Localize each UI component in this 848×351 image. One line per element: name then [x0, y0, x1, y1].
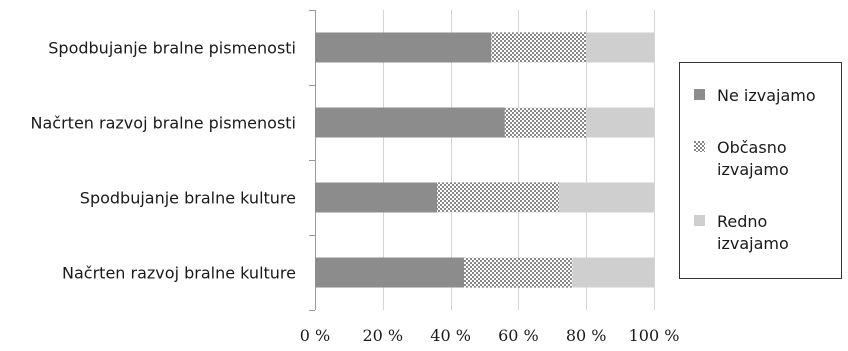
category-label: Spodbujanje bralne kulture — [80, 189, 296, 208]
legend-label: Redno izvajamo — [717, 212, 789, 253]
legend-item-obcasno-izvajamo: Občasno izvajamo — [694, 137, 827, 181]
legend-item-ne-izvajamo: Ne izvajamo — [694, 85, 827, 107]
bar-segment — [586, 107, 654, 138]
bar-segment — [437, 182, 560, 213]
bar-segment — [572, 257, 654, 288]
bar-segment — [559, 182, 654, 213]
legend-label: Občasno izvajamo — [717, 138, 789, 179]
bar-segment — [504, 107, 587, 138]
legend-swatch-obcasno-izvajamo — [694, 141, 705, 152]
legend-swatch-ne-izvajamo — [694, 89, 705, 100]
bar-segment — [315, 107, 505, 138]
category-labels: Spodbujanje bralne pismenosti Načrten raz… — [31, 39, 296, 283]
bar-segment — [315, 32, 492, 63]
bar-segment — [315, 182, 438, 213]
legend-label: Ne izvajamo — [717, 86, 816, 105]
bars — [315, 32, 654, 288]
x-tick-label: 0 % — [300, 326, 330, 345]
bar-segment — [586, 32, 654, 63]
bar-segment — [464, 257, 573, 288]
category-label: Načrten razvoj bralne kulture — [62, 264, 296, 283]
legend-swatch-redno-izvajamo — [694, 215, 705, 226]
x-tick-label: 80 % — [566, 326, 607, 345]
x-tick-label: 60 % — [498, 326, 539, 345]
x-tick-label: 100 % — [629, 326, 680, 345]
category-label: Spodbujanje bralne pismenosti — [48, 39, 296, 58]
x-tick-label: 40 % — [430, 326, 471, 345]
legend-item-redno-izvajamo: Redno izvajamo — [694, 211, 827, 255]
bar-segment — [315, 257, 465, 288]
x-tick-labels: 0 % 20 % 40 % 60 % 80 % 100 % — [300, 326, 680, 345]
bar-segment — [491, 32, 587, 63]
legend: Ne izvajamo Občasno izvajamo Redno izvaj… — [679, 62, 842, 279]
x-tick-label: 20 % — [362, 326, 403, 345]
category-label: Načrten razvoj bralne pismenosti — [31, 114, 296, 133]
category-axis — [309, 10, 316, 311]
